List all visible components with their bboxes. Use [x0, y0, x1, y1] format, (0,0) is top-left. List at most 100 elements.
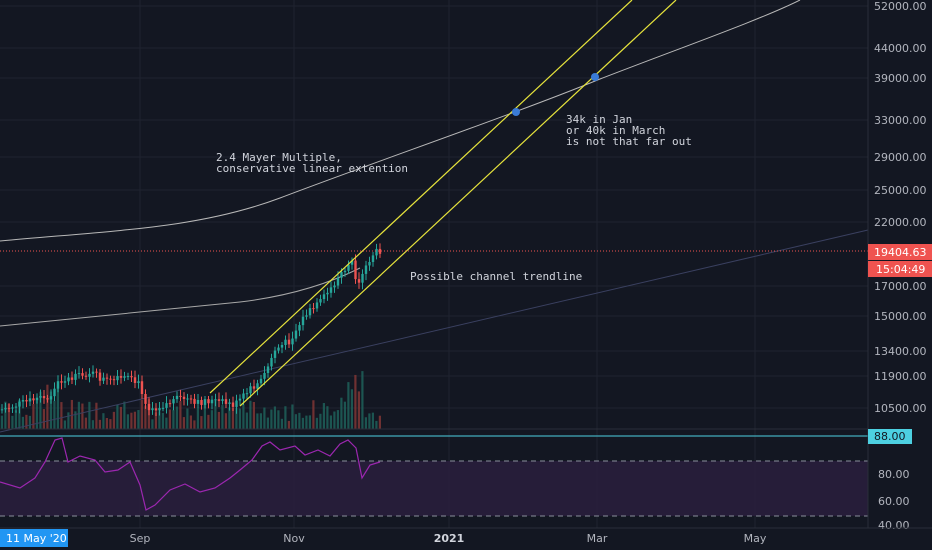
candle-body	[35, 397, 39, 401]
volume-bar	[151, 419, 154, 429]
volume-bar	[56, 384, 59, 429]
countdown-label: 15:04:49	[876, 263, 925, 276]
volume-bar	[11, 415, 14, 429]
volume-bar	[105, 417, 108, 429]
price-tick-label: 44000.00	[874, 42, 927, 55]
volume-bar	[315, 417, 318, 429]
candle-body	[84, 375, 88, 377]
volume-bar	[287, 420, 290, 429]
price-tick-label: 11900.00	[874, 370, 927, 383]
volume-bar	[308, 415, 311, 429]
candle-body	[98, 372, 102, 381]
candle-body	[140, 381, 144, 395]
candle-body	[88, 373, 91, 377]
volume-bar	[350, 389, 353, 429]
candle-body	[224, 399, 228, 404]
candle-body	[158, 408, 161, 411]
channel-upper-line	[209, 0, 633, 394]
volume-bar	[238, 408, 241, 429]
candle-body	[305, 315, 308, 317]
candle-body	[228, 402, 231, 404]
candle-body	[28, 398, 32, 402]
volume-bar	[210, 410, 213, 429]
candle-body	[256, 383, 259, 389]
price-tick-label: 10500.00	[874, 402, 927, 415]
rsi-line	[0, 437, 381, 511]
volume-bar	[119, 406, 122, 429]
volume-bar	[81, 403, 84, 429]
price-tick-label: 39000.00	[874, 72, 927, 85]
volume-bar	[32, 403, 35, 429]
candle-body	[193, 398, 196, 404]
candle-body	[301, 316, 305, 326]
candle-body	[357, 279, 361, 283]
volume-bar	[235, 407, 238, 429]
price-axis[interactable]: 52000.00 44000.00 39000.00 33000.00 29000.00…	[874, 0, 927, 415]
volume-bar	[270, 409, 273, 429]
time-axis[interactable]: Sep Nov 2021 Mar May	[130, 532, 767, 545]
volume-bar	[154, 412, 157, 429]
target-note-line3: is not that far out	[566, 135, 692, 148]
volume-bar	[333, 411, 336, 429]
volume-bar	[259, 413, 262, 429]
candle-body	[214, 399, 217, 401]
volume-bar	[326, 406, 329, 429]
volume-bar	[256, 413, 259, 429]
candle-body	[116, 376, 119, 381]
volume-bar	[95, 402, 98, 429]
candle-body	[25, 400, 28, 402]
volume-bar	[140, 399, 143, 429]
target-marker-jan[interactable]	[512, 108, 520, 116]
candle-body	[238, 398, 242, 401]
candle-body	[179, 395, 182, 397]
volume-bar	[368, 413, 371, 429]
candle-body	[56, 381, 60, 389]
volume-bar	[294, 414, 297, 429]
volume-bar	[273, 406, 276, 429]
candle-body	[273, 350, 277, 358]
volume-bar	[74, 411, 77, 429]
candle-body	[308, 308, 312, 316]
volume-bar	[217, 411, 220, 429]
volume-bar	[158, 411, 161, 429]
volume-bar	[161, 412, 164, 429]
candle-body	[298, 325, 301, 331]
volume-bar	[214, 400, 217, 429]
candle-body	[329, 287, 333, 293]
candle-body	[277, 347, 280, 351]
target-note-line1: 34k in Jan	[566, 113, 632, 126]
volume-bar	[67, 412, 70, 429]
price-tick-label: 33000.00	[874, 114, 927, 127]
candle-body	[144, 394, 147, 404]
volume-bar	[49, 391, 52, 429]
target-marker-mar[interactable]	[591, 73, 599, 81]
volume-bar	[112, 411, 115, 429]
rsi-tick-label: 60.00	[878, 495, 910, 508]
candle-body	[0, 409, 4, 411]
candle-body	[333, 285, 336, 288]
volume-bar	[133, 411, 136, 429]
rsi-tick-label: 40.00	[878, 519, 910, 532]
candle-body	[326, 292, 329, 295]
volume-bar	[312, 400, 315, 429]
candle-body	[105, 377, 109, 379]
volume-bar	[60, 402, 63, 429]
volume-bar	[21, 416, 24, 429]
candle-body	[18, 401, 21, 407]
candle-body	[95, 371, 98, 373]
candle-body	[42, 396, 46, 399]
rsi-axis[interactable]: 80.00 60.00 40.00	[878, 468, 910, 532]
candle-body	[361, 273, 364, 283]
volume-bar	[221, 405, 224, 429]
candle-body	[347, 264, 350, 271]
volume-bar	[35, 400, 38, 429]
volume-bar	[298, 412, 301, 429]
volume-bar	[88, 401, 91, 429]
candle-body	[322, 294, 326, 300]
volume-bar	[84, 417, 87, 429]
countdown-label-bg	[868, 261, 932, 277]
candle-body	[70, 377, 74, 380]
candle-body	[91, 371, 95, 374]
volume-bar	[378, 415, 381, 429]
